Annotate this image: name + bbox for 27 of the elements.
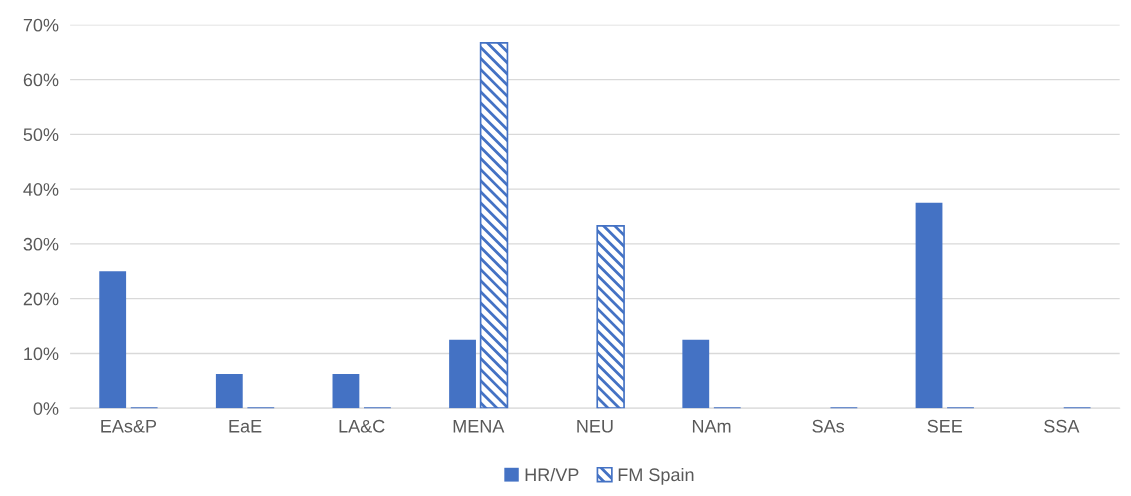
bar: [682, 339, 710, 409]
y-tick-label: 50%: [23, 128, 59, 142]
x-tick-label: SSA: [1044, 419, 1080, 433]
legend-label: FM Spain: [618, 467, 694, 485]
x-tick-label: NAm: [692, 419, 731, 433]
y-tick-label: 70%: [23, 18, 59, 32]
x-tick-label: NEU: [577, 419, 613, 433]
x-tick-label: MENA: [453, 419, 505, 433]
y-tick-label: 40%: [23, 183, 59, 196]
x-tick-label: EAs&P: [101, 419, 157, 433]
bar: [596, 224, 625, 409]
x-tick-label: LA&C: [339, 419, 385, 433]
bar: [215, 373, 243, 409]
y-tick-label: 20%: [23, 292, 59, 306]
bar: [449, 339, 476, 409]
x-tick-label: EaE: [229, 419, 262, 433]
bar: [332, 373, 360, 409]
y-tick-label: 0%: [33, 402, 59, 415]
y-tick-label: 30%: [23, 237, 59, 251]
bar: [99, 271, 127, 409]
y-tick-label: 60%: [23, 73, 59, 87]
x-tick-label: SAs: [812, 419, 845, 433]
legend-label: HR/VP: [525, 467, 579, 482]
y-tick-label: 10%: [24, 347, 59, 361]
bar: [915, 202, 943, 409]
x-tick-label: SEE: [927, 419, 963, 433]
bar: [479, 42, 509, 409]
